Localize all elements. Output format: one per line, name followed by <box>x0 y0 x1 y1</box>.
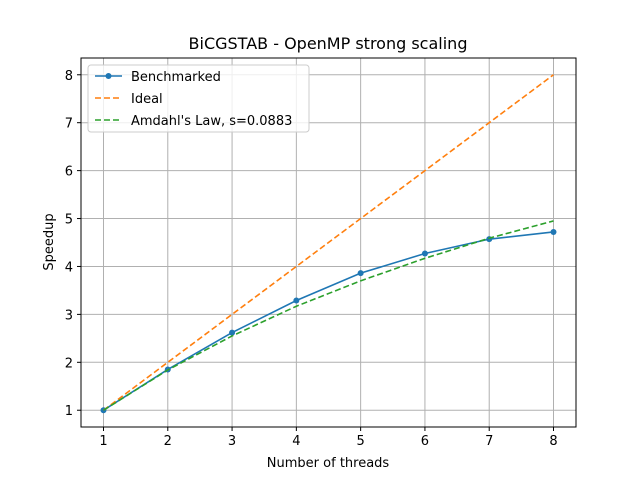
y-tick-label: 5 <box>65 213 73 228</box>
series-group <box>100 74 557 414</box>
legend-box <box>87 64 310 133</box>
series-point-0 <box>229 329 236 336</box>
series-line-0 <box>103 231 554 411</box>
x-tick-label: 6 <box>421 434 429 449</box>
legend-marker <box>105 73 112 79</box>
y-tick-label: 4 <box>65 260 73 275</box>
legend: Benchmarked Ideal Amdahl's Law, s=0.0883 <box>87 64 310 133</box>
series-point-0 <box>293 297 300 304</box>
x-tick-label: 8 <box>549 434 557 449</box>
series-point-0 <box>421 250 428 257</box>
x-tick-label: 5 <box>357 434 365 449</box>
x-tick-label: 7 <box>485 434 493 449</box>
legend-label: Amdahl's Law, s=0.0883 <box>131 114 292 129</box>
y-tick-label: 6 <box>65 165 73 180</box>
x-axis-label: Number of threads <box>267 456 390 471</box>
y-axis-label: Speedup <box>42 213 57 270</box>
series-line-1 <box>103 74 554 411</box>
series-line-2 <box>103 220 554 411</box>
legend-label: Ideal <box>131 92 163 107</box>
y-tick-label: 2 <box>65 356 73 371</box>
x-tick-label: 1 <box>99 434 107 449</box>
plot-frame <box>80 57 577 428</box>
x-tick-label: 4 <box>292 434 300 449</box>
ticks: 1 2 3 4 5 6 7 8 1 2 3 4 5 6 7 8 <box>65 69 558 449</box>
y-tick-label: 8 <box>65 69 73 84</box>
chart-title: BiCGSTAB - OpenMP strong scaling <box>189 34 468 53</box>
y-tick-label: 3 <box>65 308 73 323</box>
x-tick-label: 3 <box>228 434 236 449</box>
series-point-0 <box>357 270 364 277</box>
legend-label: Benchmarked <box>131 70 221 85</box>
series-point-0 <box>550 228 557 235</box>
y-tick-label: 7 <box>65 117 73 132</box>
x-tick-label: 2 <box>164 434 172 449</box>
y-tick-label: 1 <box>65 404 73 419</box>
